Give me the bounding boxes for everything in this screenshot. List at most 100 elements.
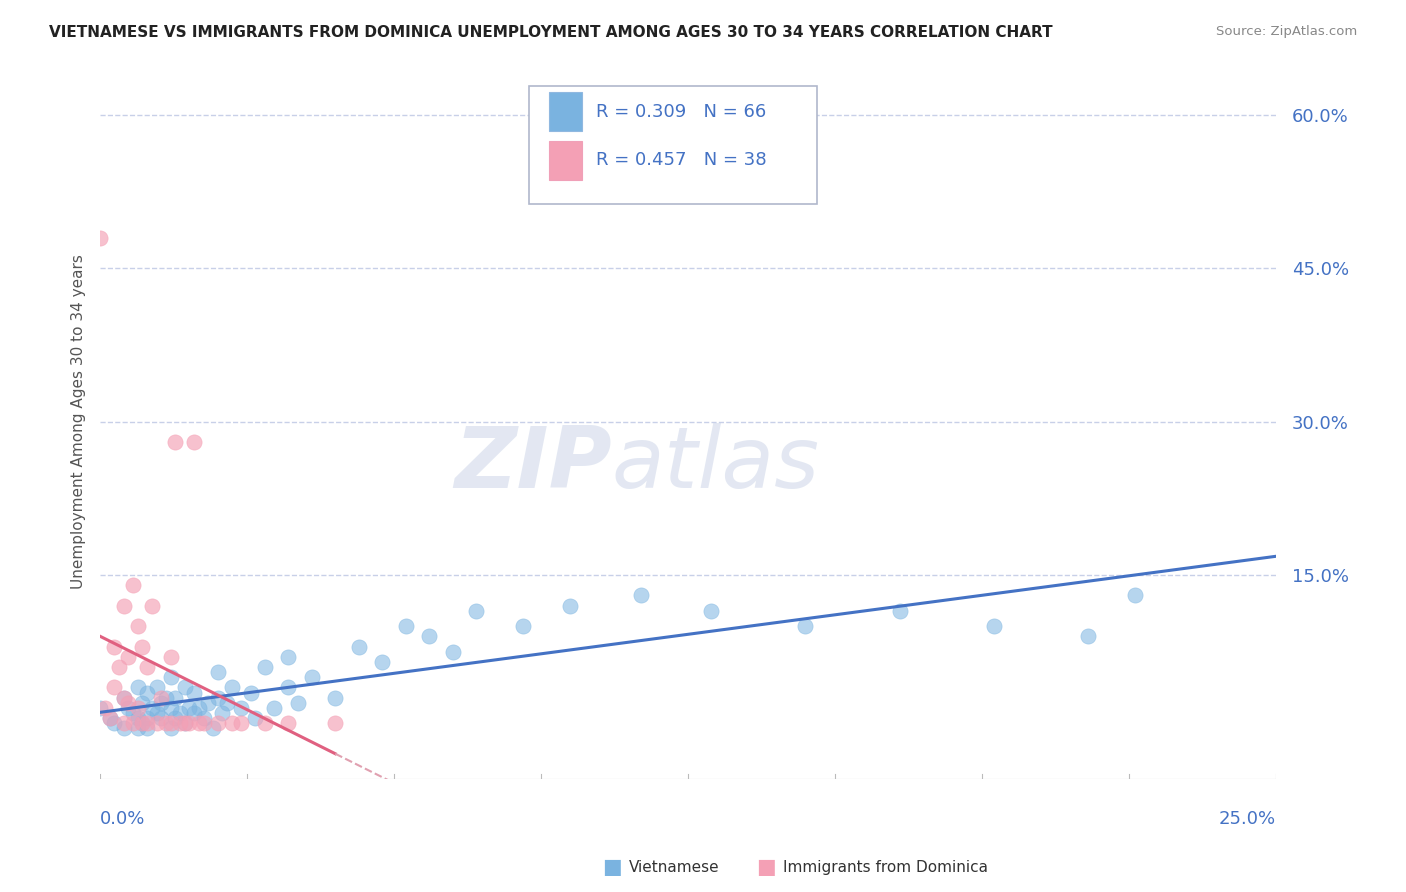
Point	[983, 619, 1005, 633]
Bar	[550, 92, 582, 131]
Point	[112, 690, 135, 705]
Point	[103, 716, 125, 731]
Point	[89, 231, 111, 245]
Text: VIETNAMESE VS IMMIGRANTS FROM DOMINICA UNEMPLOYMENT AMONG AGES 30 TO 34 YEARS CO: VIETNAMESE VS IMMIGRANTS FROM DOMINICA U…	[49, 25, 1053, 40]
Point	[465, 604, 488, 618]
Point	[131, 696, 153, 710]
Point	[560, 599, 582, 613]
Point	[231, 716, 253, 731]
Point	[122, 706, 145, 720]
Point	[165, 690, 187, 705]
Point	[112, 599, 135, 613]
Text: R = 0.309   N = 66: R = 0.309 N = 66	[596, 103, 766, 120]
Text: Source: ZipAtlas.com: Source: ZipAtlas.com	[1216, 25, 1357, 38]
Point	[108, 660, 131, 674]
Point	[277, 649, 299, 664]
Text: 25.0%: 25.0%	[1219, 810, 1275, 828]
Point	[159, 721, 181, 735]
Point	[165, 435, 187, 450]
Point	[211, 706, 233, 720]
Bar	[550, 141, 582, 180]
Point	[103, 640, 125, 654]
Text: Vietnamese: Vietnamese	[628, 860, 718, 874]
Point	[263, 701, 285, 715]
Point	[122, 578, 145, 592]
Point	[418, 629, 440, 643]
Point	[201, 721, 224, 735]
Point	[512, 619, 534, 633]
Point	[159, 716, 181, 731]
Text: ■: ■	[756, 857, 776, 877]
Point	[141, 599, 163, 613]
Point	[159, 670, 181, 684]
Point	[231, 701, 253, 715]
Point	[187, 716, 209, 731]
Point	[141, 701, 163, 715]
Point	[117, 701, 139, 715]
Text: Immigrants from Dominica: Immigrants from Dominica	[783, 860, 988, 874]
Point	[301, 670, 323, 684]
Point	[112, 721, 135, 735]
Point	[889, 604, 911, 618]
Point	[165, 711, 187, 725]
Point	[187, 701, 209, 715]
Point	[173, 716, 195, 731]
Point	[145, 681, 167, 695]
FancyBboxPatch shape	[529, 86, 817, 203]
Point	[136, 660, 159, 674]
Point	[1077, 629, 1099, 643]
Point	[131, 716, 153, 731]
Point	[179, 701, 201, 715]
Point	[253, 716, 276, 731]
Point	[155, 716, 177, 731]
Point	[277, 716, 299, 731]
Point	[183, 706, 205, 720]
Point	[127, 681, 149, 695]
Point	[127, 701, 149, 715]
Point	[131, 716, 153, 731]
Text: R = 0.457   N = 38: R = 0.457 N = 38	[596, 152, 766, 169]
Point	[371, 655, 394, 669]
Point	[183, 685, 205, 699]
Point	[193, 716, 215, 731]
Point	[150, 696, 173, 710]
Point	[245, 711, 267, 725]
Point	[136, 711, 159, 725]
Point	[127, 721, 149, 735]
Point	[287, 696, 309, 710]
Point	[89, 701, 111, 715]
Point	[169, 706, 191, 720]
Point	[112, 716, 135, 731]
Point	[131, 640, 153, 654]
Text: ■: ■	[602, 857, 621, 877]
Point	[253, 660, 276, 674]
Point	[207, 665, 229, 679]
Point	[221, 716, 243, 731]
Point	[217, 696, 239, 710]
Point	[117, 696, 139, 710]
Point	[207, 690, 229, 705]
Point	[94, 701, 117, 715]
Point	[159, 649, 181, 664]
Point	[159, 701, 181, 715]
Point	[145, 716, 167, 731]
Point	[122, 716, 145, 731]
Point	[239, 685, 262, 699]
Point	[193, 711, 215, 725]
Point	[323, 716, 346, 731]
Text: atlas: atlas	[612, 423, 820, 506]
Point	[173, 716, 195, 731]
Point	[150, 690, 173, 705]
Point	[277, 681, 299, 695]
Point	[441, 645, 464, 659]
Point	[127, 711, 149, 725]
Point	[136, 721, 159, 735]
Point	[98, 711, 121, 725]
Point	[179, 716, 201, 731]
Point	[98, 711, 121, 725]
Point	[127, 619, 149, 633]
Point	[347, 640, 370, 654]
Point	[173, 681, 195, 695]
Point	[136, 685, 159, 699]
Point	[221, 681, 243, 695]
